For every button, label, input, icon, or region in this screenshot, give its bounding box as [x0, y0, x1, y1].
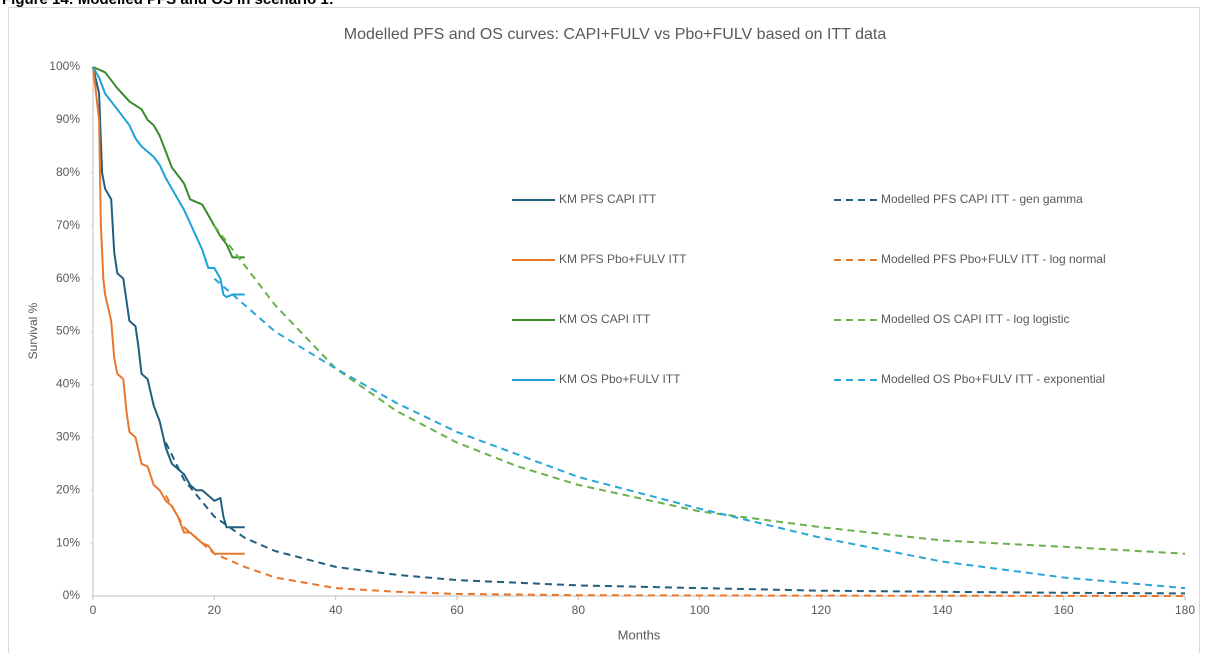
x-tick-label: 0: [90, 603, 97, 617]
y-tick-label: 80%: [56, 165, 80, 179]
y-tick-label: 50%: [56, 324, 80, 338]
y-tick-label: 0%: [63, 588, 81, 602]
x-tick-label: 40: [329, 603, 343, 617]
legend-label: Modelled PFS CAPI ITT - gen gamma: [881, 192, 1083, 206]
x-tick-label: 80: [572, 603, 586, 617]
series-line: [92, 66, 245, 555]
x-tick-label: 180: [1175, 603, 1195, 617]
series-line: [164, 495, 1186, 597]
x-tick-label: 120: [811, 603, 831, 617]
y-tick-label: 60%: [56, 271, 80, 285]
x-tick-label: 20: [208, 603, 222, 617]
legend-label: KM OS Pbo+FULV ITT: [559, 372, 681, 386]
series-line: [92, 66, 245, 299]
legend-label: Modelled OS CAPI ITT - log logistic: [881, 312, 1070, 326]
x-axis-label: Months: [618, 627, 661, 642]
y-tick-label: 70%: [56, 218, 80, 232]
legend-label: Modelled PFS Pbo+FULV ITT - log normal: [881, 252, 1106, 266]
x-tick-label: 100: [690, 603, 710, 617]
y-axis-label: Survival %: [26, 302, 40, 359]
series-line: [92, 66, 245, 529]
series-line: [164, 442, 1186, 595]
y-tick-label: 20%: [56, 482, 80, 496]
legend-label: Modelled OS Pbo+FULV ITT - exponential: [881, 372, 1105, 386]
x-tick-label: 160: [1054, 603, 1074, 617]
x-tick-label: 140: [932, 603, 952, 617]
legend-label: KM PFS CAPI ITT: [559, 192, 657, 206]
legend-label: KM PFS Pbo+FULV ITT: [559, 252, 687, 266]
chart-title: Modelled PFS and OS curves: CAPI+FULV vs…: [344, 26, 887, 43]
series-line: [213, 277, 1186, 590]
chart-frame: [8, 7, 1200, 653]
caption: Figure 14: Modelled PFS and OS in scenar…: [2, 0, 334, 8]
series-line: [213, 225, 1186, 555]
y-tick-label: 10%: [56, 535, 80, 549]
y-tick-label: 90%: [56, 112, 80, 126]
legend-label: KM OS CAPI ITT: [559, 312, 651, 326]
series-line: [92, 66, 245, 259]
y-tick-label: 100%: [49, 59, 80, 73]
x-tick-label: 60: [450, 603, 464, 617]
y-tick-label: 40%: [56, 377, 80, 391]
y-tick-label: 30%: [56, 429, 80, 443]
